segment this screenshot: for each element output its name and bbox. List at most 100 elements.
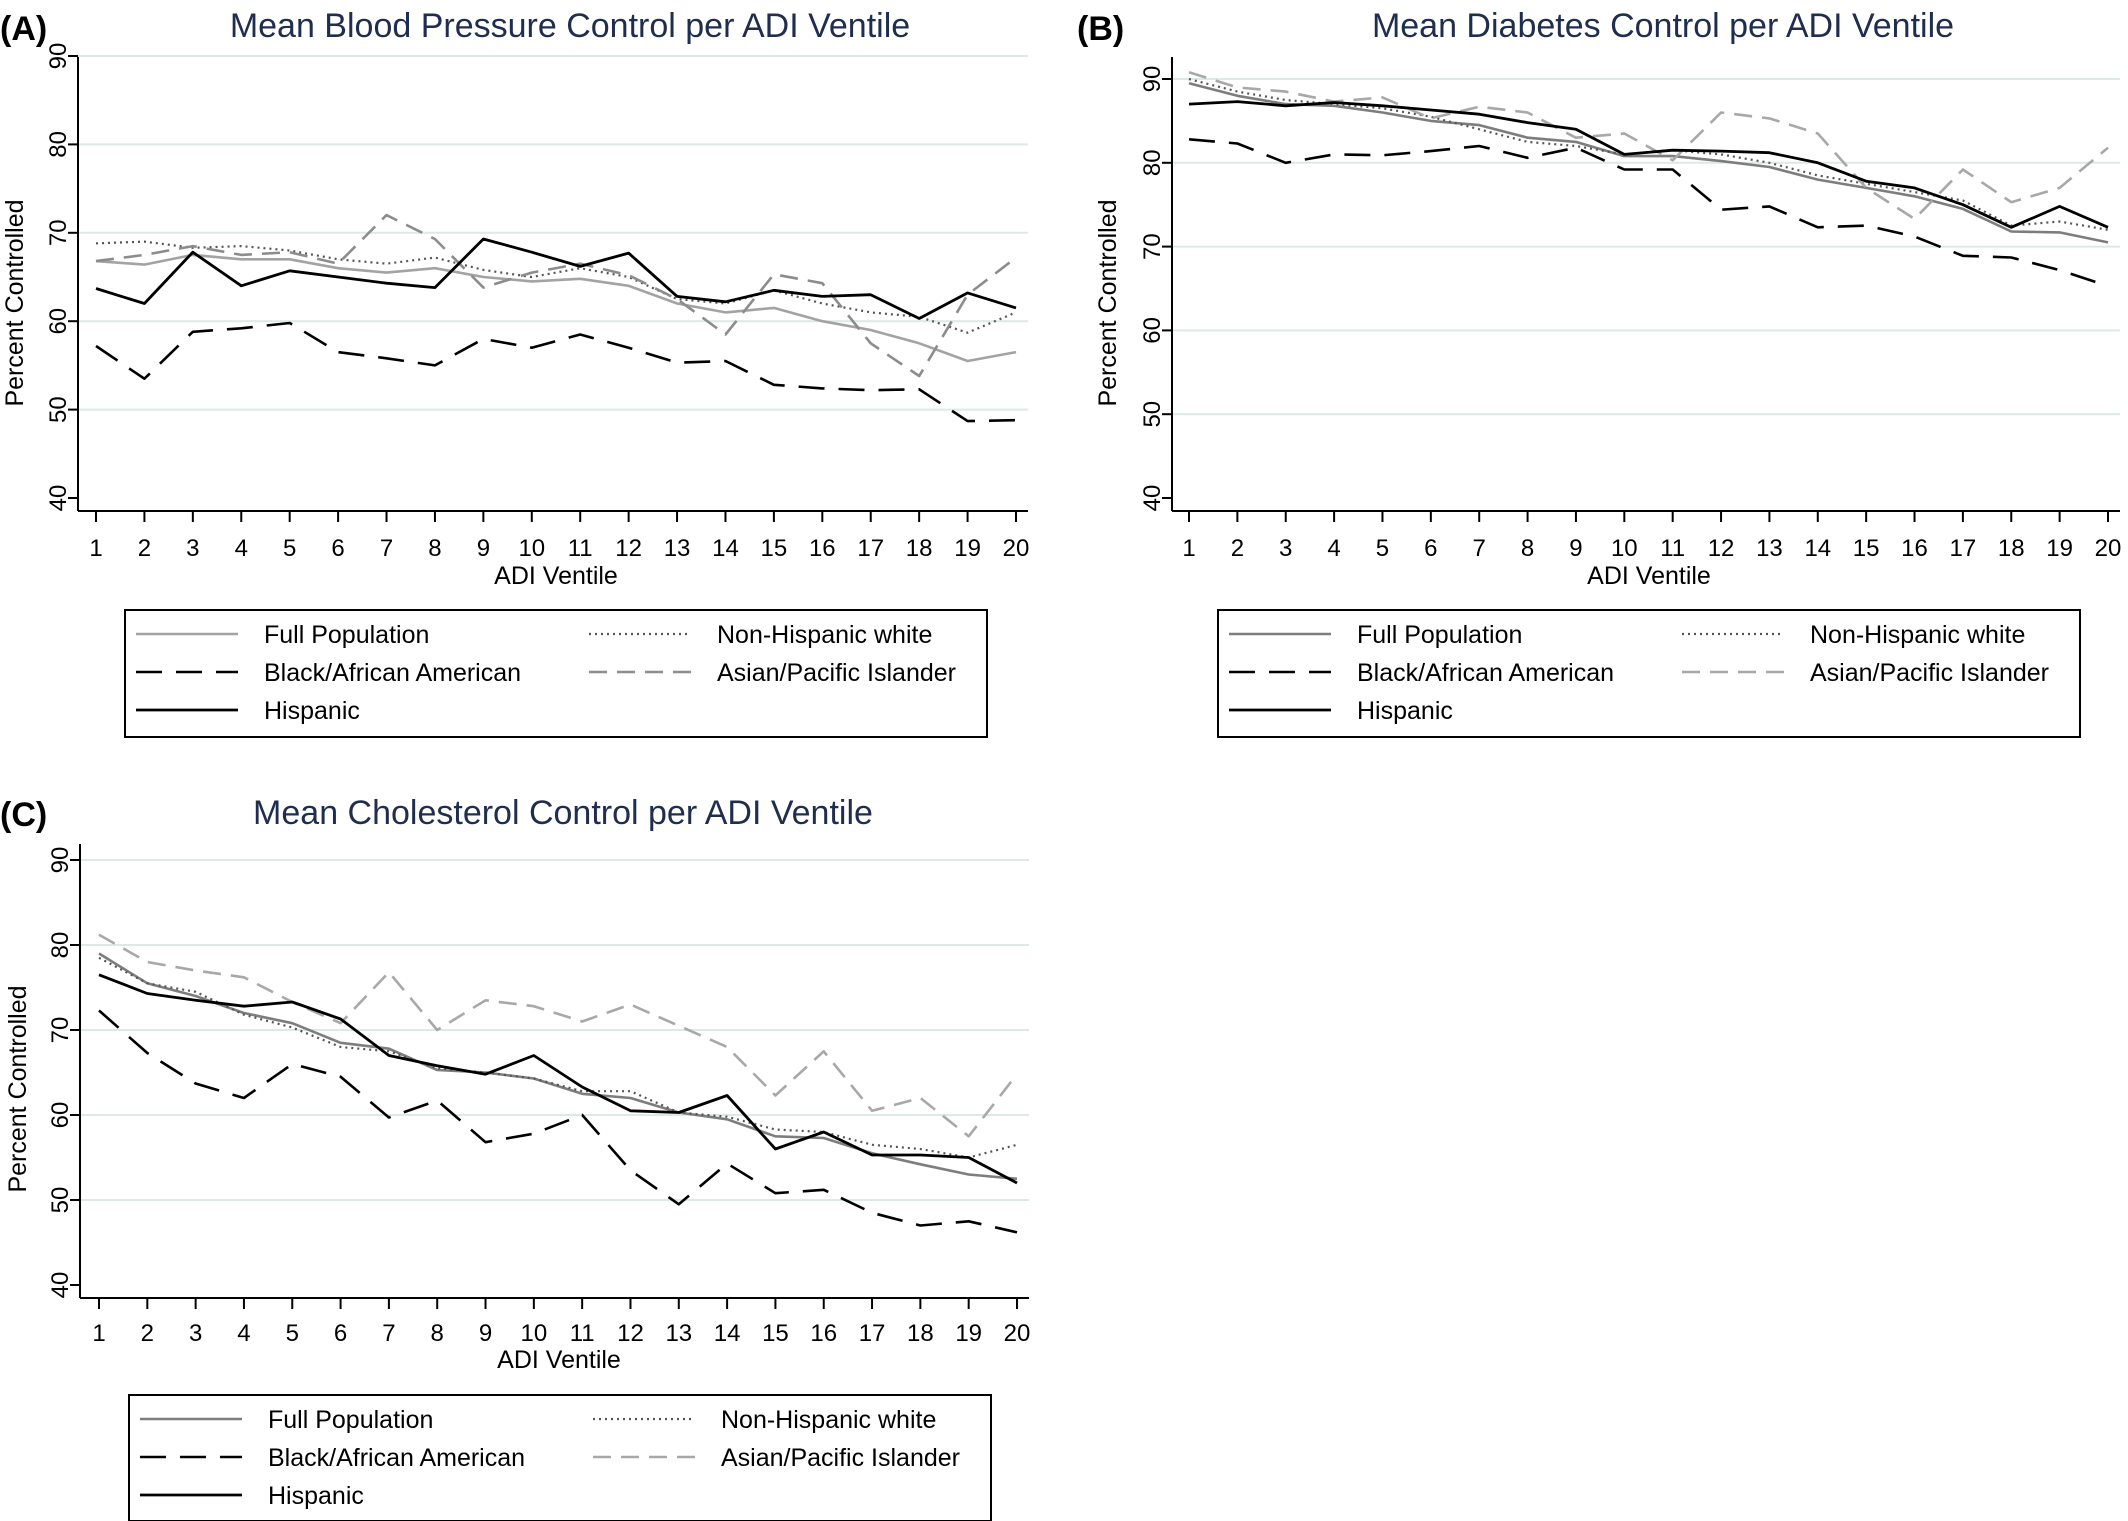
panel-c-legend: Full Population Non-Hispanic white Black/A… (128, 1394, 992, 1521)
panel-a-ylabel: Percent Controlled (1, 199, 29, 406)
panel-a-xtick-label-19: 19 (954, 535, 981, 562)
panel-a-xtick-label-8: 8 (428, 535, 441, 562)
panel-c-xtick-label-16: 16 (810, 1320, 837, 1347)
panel-b-ylabel: Percent Controlled (1094, 199, 1122, 406)
panel-a-xtick-label-12: 12 (615, 535, 642, 562)
panel-c-series-black-african-american (98, 1009, 1018, 1234)
panel-c-xtick-label-2: 2 (141, 1320, 154, 1347)
panel-b-label: (B) (1077, 10, 1124, 48)
panel-b-xtick-label-9: 9 (1569, 535, 1582, 562)
panel-b: (B) Mean Diabetes Control per ADI Ventil… (1077, 7, 2121, 738)
panel-b-xtick-label-7: 7 (1473, 535, 1486, 562)
panel-a-xtick-label-9: 9 (477, 535, 490, 562)
panel-c-xtick-label-3: 3 (189, 1320, 202, 1347)
panel-b-ytick-label-90: 90 (1139, 66, 1166, 93)
panel-c-xtick-label-8: 8 (431, 1320, 444, 1347)
panel-a-legend-label-full-population: Full Population (264, 621, 429, 649)
panel-c-series-non-hispanic-white (98, 956, 1018, 1159)
panel-a-xtick-label-18: 18 (906, 535, 933, 562)
panel-c-series-hispanic (98, 973, 1018, 1185)
panel-a-xtick-label-20: 20 (1003, 535, 1030, 562)
panel-a-xtick-label-3: 3 (186, 535, 199, 562)
panel-c-ytick-label-40: 40 (47, 1272, 74, 1299)
panel-c-ytick-label-70: 70 (47, 1017, 74, 1044)
panel-b-xtick-label-5: 5 (1376, 535, 1389, 562)
panel-a-legend: Full Population Non-Hispanic white Black/A… (124, 609, 988, 738)
panel-c-xtick-label-7: 7 (382, 1320, 395, 1347)
panel-b-ytick-label-70: 70 (1139, 233, 1166, 260)
panel-a-ytick-label-70: 70 (45, 219, 72, 246)
panel-c-legend-label-black-african-american: Black/African American (268, 1444, 525, 1472)
panel-a-xtick-label-10: 10 (518, 535, 545, 562)
panel-c-legend-label-hispanic: Hispanic (268, 1482, 364, 1510)
panel-a-xtick-label-15: 15 (761, 535, 788, 562)
panel-b-xtick-label-15: 15 (1853, 535, 1880, 562)
panel-a-legend-label-non-hispanic-white: Non-Hispanic white (717, 621, 932, 649)
panel-c-xtick-label-1: 1 (92, 1320, 105, 1347)
panel-b-series-full-population (1188, 81, 2109, 244)
panel-c-legend-label-full-population: Full Population (268, 1406, 433, 1434)
panel-b-ytick-label-60: 60 (1139, 317, 1166, 344)
panel-a-xtick-label-7: 7 (380, 535, 393, 562)
panel-a-series-asian-pacific-islander (95, 213, 1017, 378)
panel-b-legend: Full Population Non-Hispanic white Black/A… (1217, 609, 2081, 738)
panel-c-xlabel: ADI Ventile (497, 1346, 621, 1374)
panel-a-xtick-label-1: 1 (89, 535, 102, 562)
panel-a-xtick-label-11: 11 (568, 535, 593, 562)
panel-c-xtick-label-5: 5 (286, 1320, 299, 1347)
panel-b-xtick-label-16: 16 (1901, 535, 1928, 562)
panel-a-title: Mean Blood Pressure Control per ADI Vent… (230, 7, 910, 45)
panel-c-ytick-label-90: 90 (47, 847, 74, 874)
panel-c-xtick-label-12: 12 (617, 1320, 644, 1347)
panel-a-xtick-label-2: 2 (138, 535, 151, 562)
panel-a-xtick-label-4: 4 (235, 535, 248, 562)
panel-c-label: (C) (0, 796, 47, 834)
panel-b-xtick-label-18: 18 (1998, 535, 2025, 562)
panel-a-ytick-label-50: 50 (45, 396, 72, 423)
panel-a-xtick-label-17: 17 (857, 535, 884, 562)
panel-c-xtick-label-13: 13 (665, 1320, 692, 1347)
panel-c: (C) Mean Cholesterol Control per ADI Ven… (0, 794, 1030, 1521)
panel-a-series-full-population (95, 253, 1017, 363)
panel-c-xtick-label-9: 9 (479, 1320, 492, 1347)
panel-c-legend-label-asian-pacific-islander: Asian/Pacific Islander (721, 1444, 960, 1472)
panel-b-legend-label-hispanic: Hispanic (1357, 697, 1453, 725)
panel-a: (A) Mean Blood Pressure Control per ADI … (0, 7, 1030, 738)
panel-c-xtick-label-19: 19 (955, 1320, 982, 1347)
panel-c-series-asian-pacific-islander (98, 933, 1019, 1138)
panel-a-xtick-label-16: 16 (809, 535, 836, 562)
panel-a-xtick-label-6: 6 (331, 535, 344, 562)
panel-b-xtick-label-4: 4 (1327, 535, 1340, 562)
panel-b-ytick-label-40: 40 (1139, 485, 1166, 512)
panel-b-xtick-label-12: 12 (1708, 535, 1735, 562)
panel-b-legend-label-asian-pacific-islander: Asian/Pacific Islander (1810, 659, 2049, 687)
panel-c-xtick-label-18: 18 (907, 1320, 934, 1347)
panel-c-xtick-label-17: 17 (859, 1320, 886, 1347)
panel-c-ylabel: Percent Controlled (4, 985, 32, 1192)
panel-b-xtick-label-17: 17 (1950, 535, 1977, 562)
panel-b-ytick-label-50: 50 (1139, 401, 1166, 428)
panel-c-ytick-label-60: 60 (47, 1102, 74, 1129)
panel-c-xtick-label-20: 20 (1004, 1320, 1031, 1347)
panel-c-ytick-label-50: 50 (47, 1187, 74, 1214)
panel-a-ytick-label-40: 40 (45, 485, 72, 512)
panel-c-title: Mean Cholesterol Control per ADI Ventile (253, 794, 873, 832)
panel-b-legend-label-non-hispanic-white: Non-Hispanic white (1810, 621, 2025, 649)
panel-b-series-asian-pacific-islander (1188, 71, 2109, 221)
panel-b-ytick-label-80: 80 (1139, 149, 1166, 176)
panel-a-label: (A) (0, 10, 47, 48)
panel-c-xtick-label-4: 4 (237, 1320, 250, 1347)
panel-b-xtick-label-13: 13 (1756, 535, 1783, 562)
panel-b-xlabel: ADI Ventile (1587, 562, 1711, 590)
panel-b-xtick-label-6: 6 (1424, 535, 1437, 562)
panel-b-legend-box (1217, 609, 2081, 738)
panel-b-xtick-label-2: 2 (1231, 535, 1244, 562)
panel-c-xtick-label-14: 14 (714, 1320, 741, 1347)
panel-a-ytick-label-90: 90 (45, 43, 72, 70)
panel-a-series-non-hispanic-white (95, 240, 1017, 334)
panel-b-xtick-label-14: 14 (1804, 535, 1831, 562)
panel-a-legend-label-asian-pacific-islander: Asian/Pacific Islander (717, 659, 956, 687)
